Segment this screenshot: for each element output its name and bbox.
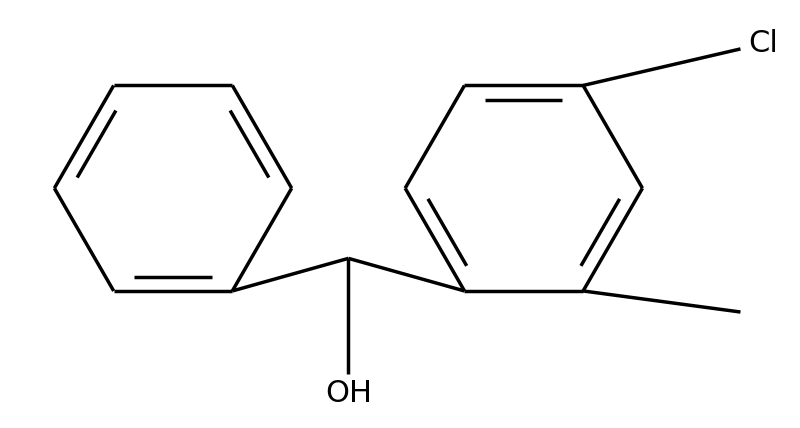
Text: Cl: Cl [749,29,778,58]
Text: OH: OH [325,379,372,408]
